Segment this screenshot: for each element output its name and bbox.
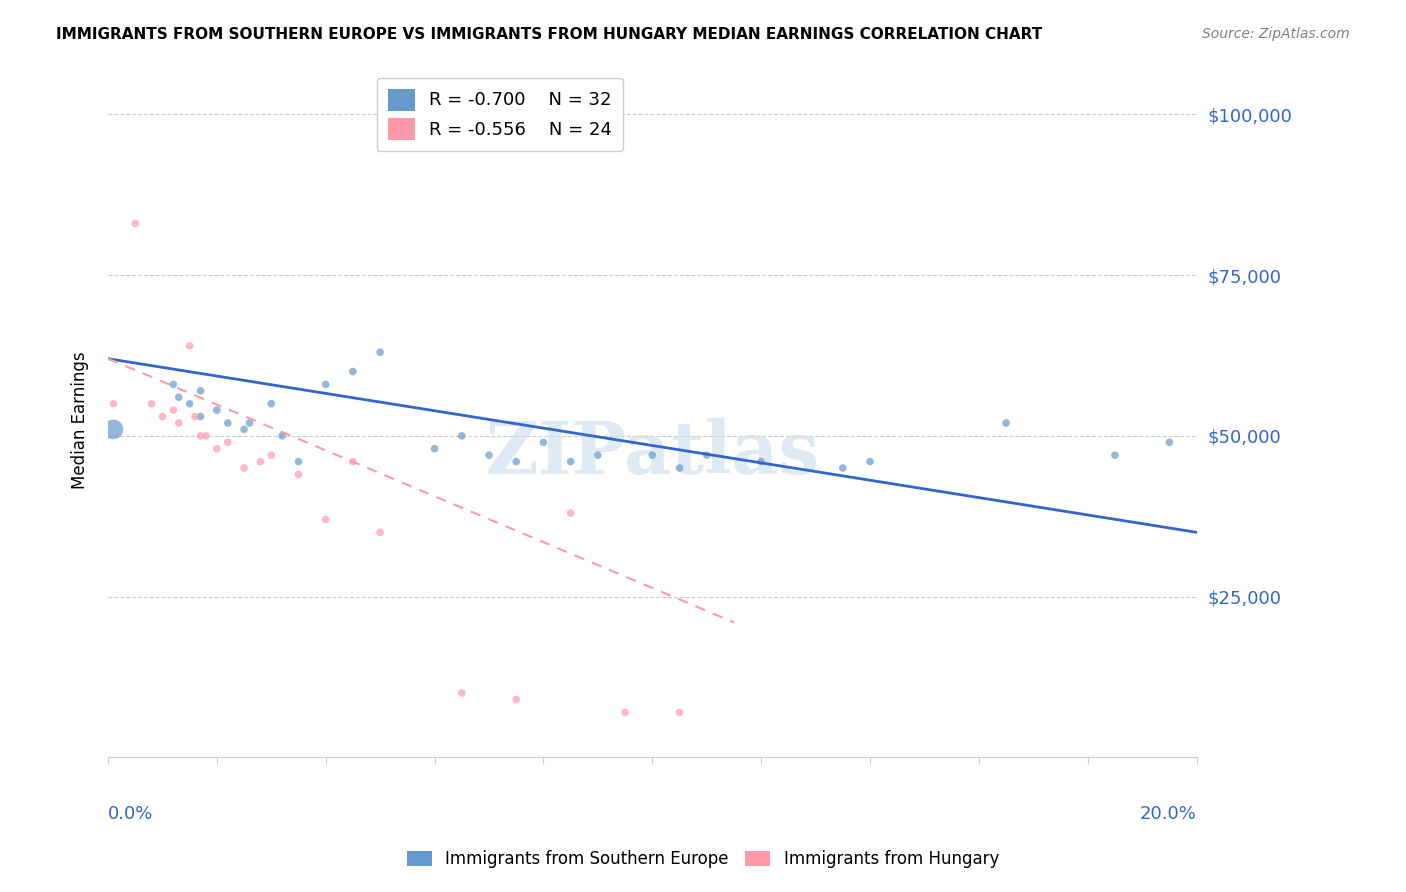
Point bbox=[533, 435, 555, 450]
Text: Source: ZipAtlas.com: Source: ZipAtlas.com bbox=[1202, 27, 1350, 41]
Point bbox=[103, 397, 125, 411]
Point bbox=[152, 409, 174, 424]
Point bbox=[749, 454, 772, 468]
Point bbox=[995, 416, 1018, 430]
Point bbox=[641, 448, 664, 462]
Legend: Immigrants from Southern Europe, Immigrants from Hungary: Immigrants from Southern Europe, Immigra… bbox=[401, 844, 1005, 875]
Point bbox=[190, 384, 212, 398]
Point bbox=[190, 409, 212, 424]
Point bbox=[1159, 435, 1181, 450]
Point bbox=[315, 377, 337, 392]
Point bbox=[167, 416, 190, 430]
Point bbox=[368, 525, 391, 540]
Point bbox=[194, 429, 217, 443]
Point bbox=[478, 448, 501, 462]
Point bbox=[560, 454, 582, 468]
Point bbox=[260, 448, 283, 462]
Point bbox=[368, 345, 391, 359]
Point bbox=[260, 397, 283, 411]
Point bbox=[141, 397, 163, 411]
Point bbox=[124, 217, 146, 231]
Point bbox=[342, 365, 364, 379]
Point bbox=[614, 706, 637, 720]
Point bbox=[423, 442, 446, 456]
Legend: R = -0.700    N = 32, R = -0.556    N = 24: R = -0.700 N = 32, R = -0.556 N = 24 bbox=[377, 78, 623, 151]
Text: 0.0%: 0.0% bbox=[108, 805, 153, 822]
Point bbox=[179, 397, 201, 411]
Point bbox=[505, 454, 527, 468]
Text: ZIPatlas: ZIPatlas bbox=[485, 418, 820, 489]
Point bbox=[233, 422, 256, 436]
Point bbox=[450, 686, 472, 700]
Point bbox=[179, 339, 201, 353]
Point bbox=[205, 442, 228, 456]
Point bbox=[233, 461, 256, 475]
Text: IMMIGRANTS FROM SOUTHERN EUROPE VS IMMIGRANTS FROM HUNGARY MEDIAN EARNINGS CORRE: IMMIGRANTS FROM SOUTHERN EUROPE VS IMMIG… bbox=[56, 27, 1042, 42]
Point bbox=[342, 454, 364, 468]
Point bbox=[217, 416, 239, 430]
Point bbox=[287, 454, 309, 468]
Point bbox=[190, 429, 212, 443]
Point bbox=[1104, 448, 1126, 462]
Point bbox=[162, 403, 184, 417]
Point bbox=[586, 448, 609, 462]
Point bbox=[162, 377, 184, 392]
Point bbox=[668, 461, 690, 475]
Point bbox=[103, 422, 125, 436]
Point bbox=[450, 429, 472, 443]
Point bbox=[831, 461, 853, 475]
Text: 20.0%: 20.0% bbox=[1140, 805, 1197, 822]
Point bbox=[696, 448, 718, 462]
Point bbox=[859, 454, 882, 468]
Point bbox=[167, 390, 190, 404]
Point bbox=[287, 467, 309, 482]
Point bbox=[668, 706, 690, 720]
Y-axis label: Median Earnings: Median Earnings bbox=[72, 351, 89, 489]
Point bbox=[238, 416, 260, 430]
Point bbox=[217, 435, 239, 450]
Point bbox=[249, 454, 271, 468]
Point bbox=[205, 403, 228, 417]
Point bbox=[184, 409, 207, 424]
Point bbox=[315, 512, 337, 526]
Point bbox=[505, 692, 527, 706]
Point bbox=[560, 506, 582, 520]
Point bbox=[271, 429, 294, 443]
